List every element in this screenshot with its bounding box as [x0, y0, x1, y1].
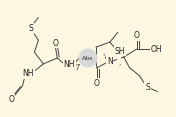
Text: S: S [28, 24, 33, 33]
Circle shape [79, 49, 97, 67]
Text: ,: , [119, 60, 121, 66]
Text: O: O [9, 95, 15, 104]
Text: OH: OH [151, 45, 162, 54]
Text: O: O [134, 31, 140, 40]
Text: O: O [52, 39, 58, 48]
Text: O: O [94, 79, 100, 88]
Text: ,: , [118, 57, 120, 63]
Text: Abs: Abs [82, 55, 94, 60]
Text: SH: SH [115, 47, 125, 56]
Text: S: S [145, 83, 150, 92]
Text: N: N [107, 57, 113, 66]
Text: NH: NH [63, 60, 75, 69]
Text: NH: NH [23, 69, 34, 78]
